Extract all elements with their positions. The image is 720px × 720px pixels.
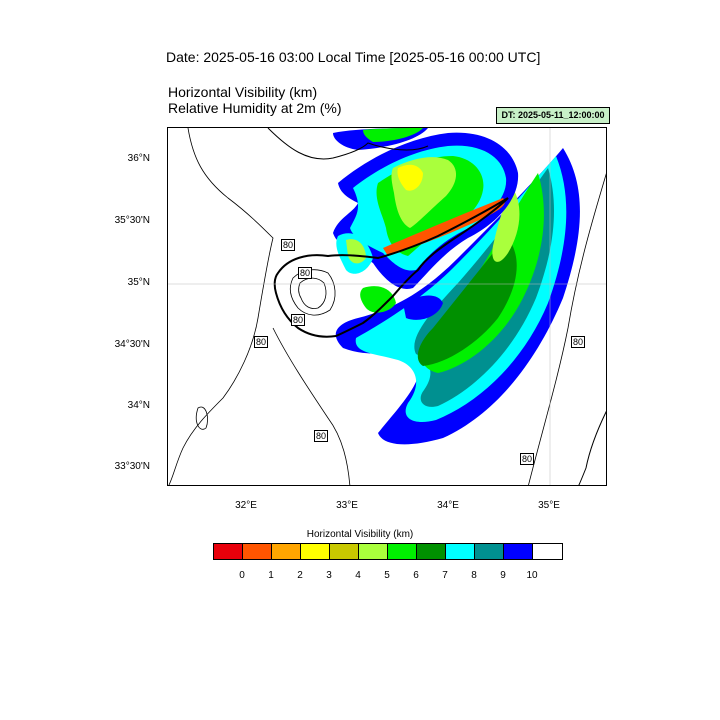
lat-label: 34°30'N [114, 339, 150, 350]
plume-south-blue [403, 295, 443, 320]
colorbar-label: 7 [442, 570, 448, 581]
colorbar-swatch [359, 544, 388, 559]
plume-east-yellow [492, 188, 520, 262]
colorbar-swatch [475, 544, 504, 559]
colorbar-label: 5 [384, 570, 390, 581]
colorbar-swatch [214, 544, 243, 559]
terrain-contour-2 [298, 277, 327, 309]
contour-label: 80 [254, 336, 269, 348]
contour-label: 80 [298, 267, 313, 279]
colorbar-title: Horizontal Visibility (km) [306, 529, 414, 540]
colorbar-swatch [504, 544, 533, 559]
colorbar-swatch [272, 544, 301, 559]
plume-east-core [417, 238, 517, 366]
turkey-coast [267, 128, 429, 160]
colorbar-label: 0 [239, 570, 245, 581]
humidity-contour-east [528, 173, 606, 485]
colorbar-swatch [243, 544, 272, 559]
contour-label: 80 [571, 336, 586, 348]
plume-far-north-green [363, 128, 423, 142]
variable-title-humidity: Relative Humidity at 2m (%) [168, 100, 342, 116]
colorbar-label: 2 [297, 570, 303, 581]
colorbar [213, 543, 563, 560]
humidity-contour-sw [272, 327, 351, 485]
contour-label: 80 [291, 314, 306, 326]
plume-west-5km [346, 239, 366, 264]
colorbar-swatch [330, 544, 359, 559]
date-title: Date: 2025-05-16 03:00 Local Time [2025-… [166, 49, 541, 65]
colorbar-label: 10 [526, 570, 538, 581]
colorbar-label: 1 [268, 570, 274, 581]
colorbar-swatch [533, 544, 562, 559]
colorbar-label: 4 [355, 570, 361, 581]
lon-label: 35°E [538, 500, 560, 511]
coastlines [168, 128, 606, 485]
map-canvas [168, 128, 606, 485]
variable-title-visibility: Horizontal Visibility (km) [168, 84, 318, 100]
lon-label: 32°E [235, 500, 257, 511]
contour-label: 80 [281, 239, 296, 251]
visibility-field [333, 128, 580, 445]
colorbar-label: 3 [326, 570, 332, 581]
colorbar-label: 8 [471, 570, 477, 581]
lat-label: 34°N [127, 400, 150, 411]
lat-label: 35°30'N [114, 215, 150, 226]
graticule [168, 128, 606, 485]
lat-label: 36°N [127, 153, 150, 164]
cyprus-outline [273, 197, 509, 338]
contour-label: 80 [314, 430, 329, 442]
lon-label: 34°E [437, 500, 459, 511]
colorbar-swatch [446, 544, 475, 559]
lat-label: 33°30'N [114, 461, 150, 472]
colorbar-label: 6 [413, 570, 419, 581]
lon-label: 33°E [336, 500, 358, 511]
levant-coast [578, 410, 606, 485]
init-time-badge: DT: 2025-05-11_12:00:00 [496, 107, 610, 124]
colorbar-swatch [301, 544, 330, 559]
map-panel: 80 80 80 80 80 80 80 [167, 127, 607, 486]
small-island [195, 406, 208, 430]
humidity-contour-west [168, 128, 274, 485]
plume-north-3km [397, 164, 423, 191]
plume-south-6km [360, 286, 396, 313]
terrain-contour-1 [289, 269, 336, 316]
lat-label: 35°N [127, 277, 150, 288]
colorbar-label: 9 [500, 570, 506, 581]
colorbar-swatch [417, 544, 446, 559]
colorbar-swatch [388, 544, 417, 559]
contour-label: 80 [520, 453, 535, 465]
plume-north-strip [383, 198, 505, 256]
